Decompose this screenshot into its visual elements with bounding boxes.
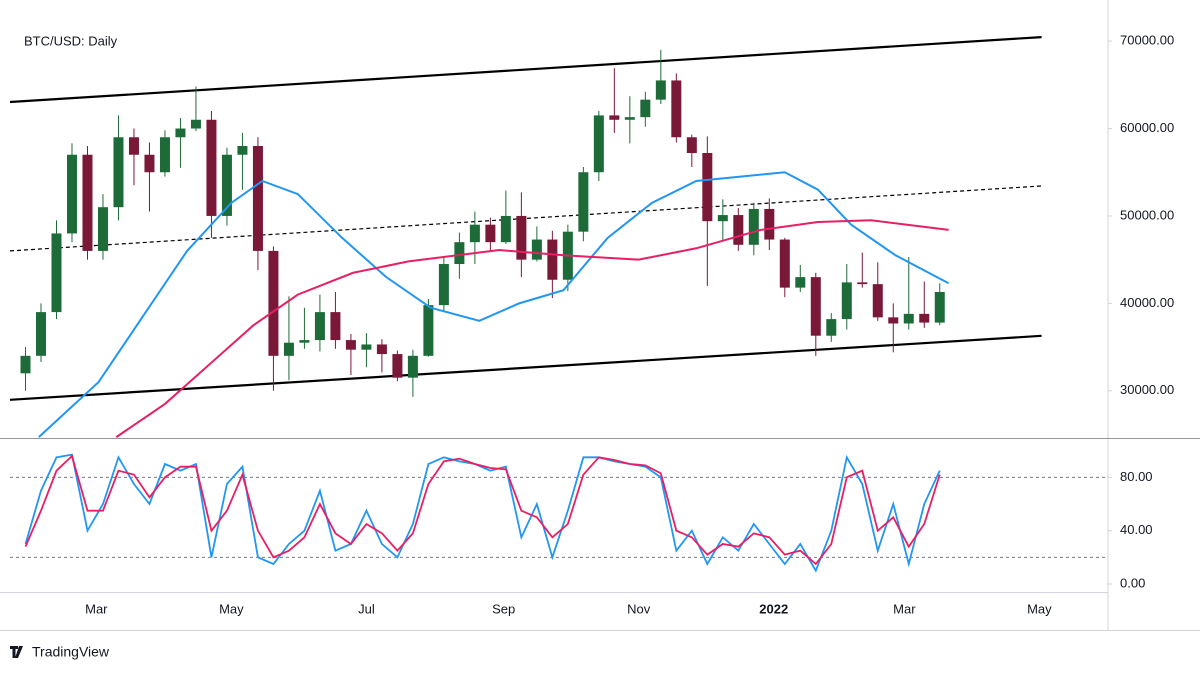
candle-body bbox=[717, 215, 728, 222]
candle-body bbox=[237, 146, 248, 155]
candle-body bbox=[655, 80, 666, 100]
channel-line bbox=[9, 185, 1042, 252]
candle-body bbox=[345, 340, 356, 350]
candle-body bbox=[500, 215, 511, 243]
candle-body bbox=[888, 317, 899, 324]
candle-body bbox=[903, 313, 914, 324]
y-tick-label: 60000.00 bbox=[1120, 120, 1174, 135]
candle-body bbox=[531, 239, 542, 260]
x-tick-label: Mar bbox=[893, 601, 916, 616]
candle-body bbox=[128, 137, 139, 155]
oscillator-line bbox=[24, 454, 941, 566]
oscillator-line bbox=[24, 453, 941, 573]
x-tick-label: 2022 bbox=[759, 601, 788, 616]
candle-body bbox=[640, 99, 651, 118]
candle-body bbox=[438, 264, 449, 306]
candle-body bbox=[810, 277, 821, 336]
candle-body bbox=[20, 355, 31, 374]
y-tick-label: 40000.00 bbox=[1120, 295, 1174, 310]
channel-line bbox=[9, 334, 1042, 401]
candle-body bbox=[283, 342, 294, 356]
candle-body bbox=[97, 207, 108, 251]
candle-body bbox=[702, 152, 713, 222]
candle-body bbox=[516, 215, 527, 260]
candle-body bbox=[82, 154, 93, 251]
y-tick-label: 0.00 bbox=[1120, 575, 1145, 590]
candle-body bbox=[841, 282, 852, 320]
candle-body bbox=[857, 282, 868, 285]
candle-body bbox=[779, 239, 790, 288]
candle-body bbox=[795, 277, 806, 288]
candle-body bbox=[330, 312, 341, 341]
candle-body bbox=[51, 233, 62, 313]
candle-body bbox=[252, 146, 263, 251]
x-tick-label: Sep bbox=[492, 601, 515, 616]
watermark: TradingView bbox=[32, 644, 110, 660]
candle-body bbox=[66, 154, 77, 234]
candle-body bbox=[764, 208, 775, 240]
candle-body bbox=[268, 250, 279, 356]
y-tick-label: 70000.00 bbox=[1120, 33, 1174, 48]
candle-body bbox=[826, 319, 837, 336]
candle-body bbox=[159, 137, 170, 173]
candle-body bbox=[624, 117, 635, 120]
candle-body bbox=[686, 137, 697, 153]
chart-title: BTC/USD: Daily bbox=[24, 33, 118, 48]
candle-body bbox=[144, 154, 155, 173]
candle-body bbox=[376, 344, 387, 355]
candle-body bbox=[454, 242, 465, 265]
candle-body bbox=[578, 172, 589, 232]
candle-body bbox=[361, 344, 372, 350]
candle-body bbox=[485, 224, 496, 243]
candle-body bbox=[934, 292, 945, 323]
candle-body bbox=[221, 154, 232, 216]
candle-body bbox=[872, 284, 883, 318]
candle-body bbox=[547, 239, 558, 280]
candle-body bbox=[314, 312, 325, 341]
candle-body bbox=[671, 80, 682, 138]
y-tick-label: 50000.00 bbox=[1120, 207, 1174, 222]
y-tick-label: 80.00 bbox=[1120, 469, 1153, 484]
candle-body bbox=[748, 208, 759, 245]
logo bbox=[10, 646, 23, 658]
candle-body bbox=[35, 312, 46, 356]
candle-body bbox=[407, 355, 418, 378]
x-tick-label: May bbox=[1027, 601, 1052, 616]
candle-body bbox=[299, 340, 310, 343]
candle-body bbox=[609, 115, 620, 120]
candle-body bbox=[733, 215, 744, 245]
candle-body bbox=[190, 119, 201, 129]
candle-body bbox=[206, 119, 217, 216]
x-tick-label: Mar bbox=[85, 601, 108, 616]
x-tick-label: Jul bbox=[358, 601, 375, 616]
y-tick-label: 40.00 bbox=[1120, 522, 1153, 537]
channel-line bbox=[9, 35, 1042, 104]
y-tick-label: 30000.00 bbox=[1120, 382, 1174, 397]
candle-body bbox=[423, 305, 434, 356]
moving-average bbox=[115, 219, 949, 438]
x-tick-label: Nov bbox=[627, 601, 651, 616]
x-tick-label: May bbox=[219, 601, 244, 616]
candle-body bbox=[175, 128, 186, 138]
candle-body bbox=[469, 224, 480, 243]
moving-average bbox=[38, 171, 950, 438]
candle-body bbox=[593, 115, 604, 173]
candle-body bbox=[919, 313, 930, 323]
candle-body bbox=[392, 354, 403, 378]
candle-body bbox=[113, 137, 124, 208]
